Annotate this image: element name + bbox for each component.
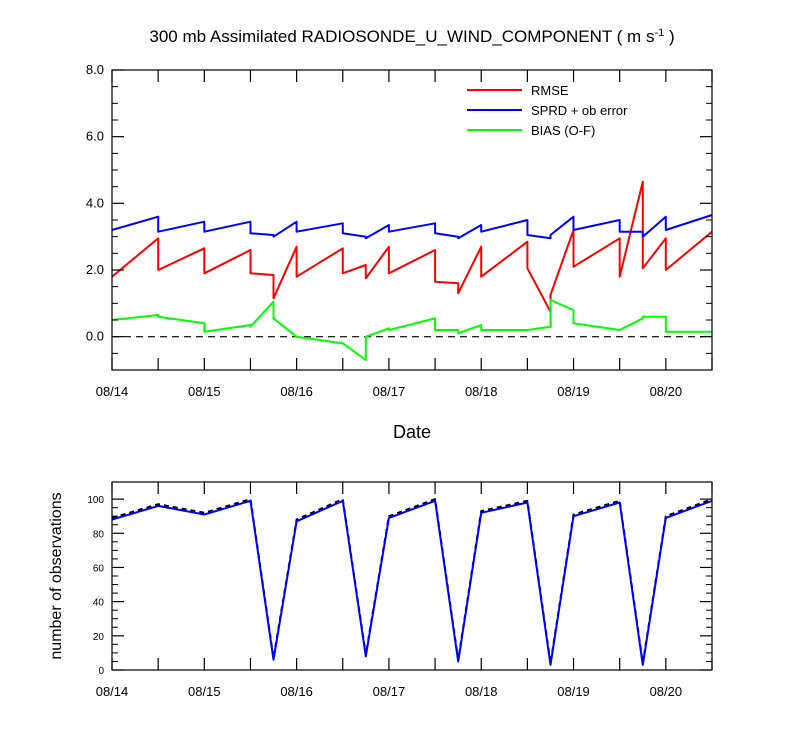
x-axis-title: Date bbox=[393, 422, 431, 442]
title-end: ) bbox=[664, 27, 674, 46]
bottom-ytick-label: 60 bbox=[93, 563, 105, 574]
bottom-ytick-label: 40 bbox=[93, 598, 105, 609]
top-panel: 0.0 2.0 4.0 6.0 8.0 08/14 08/15 08/16 08/17 08/18… bbox=[86, 62, 713, 399]
title-superscript: -1 bbox=[654, 27, 664, 39]
chart-title: 300 mb Assimilated RADIOSONDE_U_WIND_COM… bbox=[149, 27, 674, 46]
legend: RMSE SPRD + ob error BIAS (O-F) bbox=[467, 83, 628, 138]
top-ytick-label: 2.0 bbox=[86, 262, 104, 277]
bottom-xtick-label: 08/18 bbox=[465, 684, 498, 699]
top-ytick-label: 0.0 bbox=[86, 329, 104, 344]
top-ytick-label: 4.0 bbox=[86, 195, 104, 210]
top-ytick-label: 8.0 bbox=[86, 62, 104, 77]
bottom-panel: 0 20 40 60 80 100 08/14 08/15 08/16 08/17 08/18 08/… bbox=[87, 481, 713, 699]
legend-label: BIAS (O-F) bbox=[531, 123, 595, 138]
bottom-ytick-label: 80 bbox=[93, 529, 105, 540]
top-xtick-label: 08/16 bbox=[280, 384, 313, 399]
bottom-ytick-label: 20 bbox=[93, 632, 105, 643]
bottom-ytick-label: 100 bbox=[87, 495, 104, 506]
bottom-xtick-label: 08/14 bbox=[96, 684, 129, 699]
bottom-xtick-label: 08/16 bbox=[280, 684, 313, 699]
bottom-series-assimilated bbox=[111, 499, 713, 666]
top-xtick-label: 08/19 bbox=[557, 384, 590, 399]
bottom-ytick-label: 0 bbox=[98, 666, 104, 677]
bottom-series-possible bbox=[111, 498, 713, 665]
top-series-sprd-ob-error bbox=[111, 214, 713, 240]
bottom-xtick-label: 08/20 bbox=[650, 684, 683, 699]
top-xtick-label: 08/15 bbox=[188, 384, 221, 399]
legend-label: RMSE bbox=[531, 83, 569, 98]
top-xtick-label: 08/20 bbox=[650, 384, 683, 399]
top-series-rmse bbox=[111, 180, 713, 313]
top-xtick-label: 08/18 bbox=[465, 384, 498, 399]
legend-label: SPRD + ob error bbox=[531, 103, 628, 118]
top-series-bias-o-f bbox=[111, 299, 712, 361]
bottom-y-axis-title: number of observations bbox=[48, 492, 65, 659]
top-xtick-label: 08/17 bbox=[373, 384, 406, 399]
bottom-xtick-label: 08/17 bbox=[373, 684, 406, 699]
bottom-xtick-label: 08/15 bbox=[188, 684, 221, 699]
bottom-xtick-label: 08/19 bbox=[557, 684, 590, 699]
top-xtick-label: 08/14 bbox=[96, 384, 129, 399]
top-ytick-label: 6.0 bbox=[86, 129, 104, 144]
